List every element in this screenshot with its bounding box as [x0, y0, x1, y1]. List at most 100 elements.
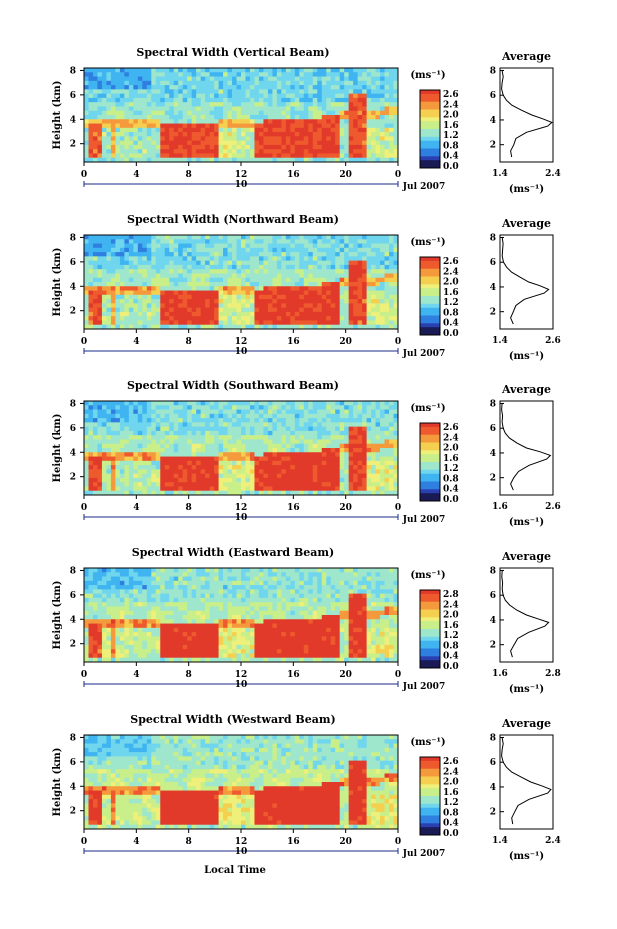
heatmap-cell: [155, 482, 161, 487]
heatmap-cell: [191, 132, 197, 137]
heatmap-cell: [375, 119, 381, 124]
heatmap-cell: [169, 294, 175, 300]
heatmap-cell: [335, 264, 341, 270]
heatmap-cell: [146, 93, 152, 99]
heatmap-cell: [326, 430, 332, 436]
heatmap-cell: [200, 473, 206, 479]
heatmap-cell: [155, 452, 161, 457]
heatmap-cell: [241, 140, 246, 146]
heatmap-cell: [290, 482, 296, 487]
heatmap-cell: [384, 127, 390, 133]
heatmap-cell: [299, 426, 305, 432]
heatmap-cell: [227, 469, 233, 475]
colorbar-step: [420, 454, 440, 459]
heatmap-cell: [128, 277, 134, 283]
heatmap-cell: [366, 490, 372, 496]
heatmap-cell: [344, 568, 350, 573]
heatmap-cell: [290, 277, 296, 283]
heatmap-cell: [344, 136, 350, 142]
heatmap-cell: [285, 72, 291, 77]
heatmap-cell: [263, 443, 269, 449]
heatmap-cell: [137, 401, 143, 406]
heatmap-cell: [214, 482, 219, 487]
heatmap-cell: [200, 426, 206, 432]
heatmap-cell: [393, 290, 399, 296]
heatmap-cell: [344, 89, 350, 95]
heatmap-cell: [330, 80, 336, 86]
heatmap-cell: [272, 311, 278, 317]
heatmap-cell: [84, 273, 89, 279]
heatmap-cell: [236, 426, 242, 432]
heatmap-cell: [384, 409, 390, 415]
heatmap-cell: [321, 102, 327, 107]
heatmap-cell: [384, 243, 390, 249]
heatmap-cell: [155, 465, 161, 470]
heatmap-cell: [101, 448, 107, 453]
heatmap-cell: [115, 316, 121, 321]
heatmap-cell: [241, 303, 246, 309]
heatmap-cell: [191, 277, 197, 283]
heatmap-cell: [101, 76, 107, 82]
heatmap-cell: [84, 93, 89, 99]
heatmap-cell: [115, 443, 121, 449]
heatmap-cell: [267, 97, 273, 103]
heatmap-cell: [366, 115, 372, 120]
heatmap-cell: [249, 282, 255, 287]
heatmap-cell: [366, 123, 372, 129]
heatmap-cell: [133, 106, 139, 112]
heatmap-cell: [380, 115, 385, 120]
heatmap-cell: [380, 430, 385, 436]
heatmap-cell: [110, 157, 116, 163]
heatmap-cell: [84, 85, 89, 90]
heatmap-cell: [178, 157, 184, 163]
heatmap-cell: [146, 264, 152, 270]
heatmap-cell: [258, 418, 264, 423]
heatmap-cell: [160, 157, 166, 163]
colorbar-tick-label: 2.0: [443, 278, 459, 288]
heatmap-cell: [133, 93, 139, 99]
heatmap-cell: [276, 97, 282, 103]
heatmap-cell: [344, 430, 350, 436]
heatmap-cell: [267, 568, 273, 573]
heatmap-cell: [173, 290, 179, 296]
average-x-label: (ms⁻¹): [509, 517, 544, 528]
heatmap-cell: [182, 486, 188, 492]
heatmap-cell: [232, 452, 237, 457]
heatmap-cell: [115, 252, 121, 257]
heatmap-cell: [263, 239, 269, 244]
heatmap-cell: [236, 460, 242, 466]
heatmap-cell: [393, 136, 399, 142]
heatmap-cell: [124, 277, 130, 283]
heatmap-cell: [169, 422, 175, 428]
heatmap-cell: [335, 102, 341, 107]
heatmap-cell: [137, 439, 143, 445]
heatmap-cell: [205, 477, 210, 483]
heatmap-cell: [88, 153, 94, 159]
heatmap-cell: [119, 89, 125, 95]
heatmap-cell: [263, 294, 269, 300]
heatmap-cell: [290, 72, 296, 77]
heatmap-cell: [317, 435, 323, 440]
heatmap-cell: [151, 473, 157, 479]
heatmap-cell: [344, 144, 350, 150]
heatmap-cell: [389, 486, 394, 492]
heatmap-cell: [393, 409, 399, 415]
heatmap-cell: [236, 568, 242, 573]
heatmap-cell: [169, 465, 175, 470]
heatmap-cell: [371, 473, 376, 479]
heatmap-cell: [124, 294, 130, 300]
heatmap-cell: [187, 439, 193, 445]
heatmap-cell: [339, 76, 345, 82]
heatmap-cell: [200, 136, 206, 142]
heatmap-cell: [200, 110, 206, 116]
heatmap-cell: [348, 132, 354, 137]
heatmap-cell: [285, 426, 291, 432]
heatmap-cell: [281, 72, 287, 77]
heatmap-cell: [137, 247, 143, 253]
heatmap-cell: [205, 282, 210, 287]
heatmap-cell: [164, 273, 170, 279]
heatmap-cell: [317, 401, 323, 406]
heatmap-cell: [371, 401, 376, 406]
heatmap-cell: [258, 435, 264, 440]
heatmap-cell: [339, 110, 345, 116]
